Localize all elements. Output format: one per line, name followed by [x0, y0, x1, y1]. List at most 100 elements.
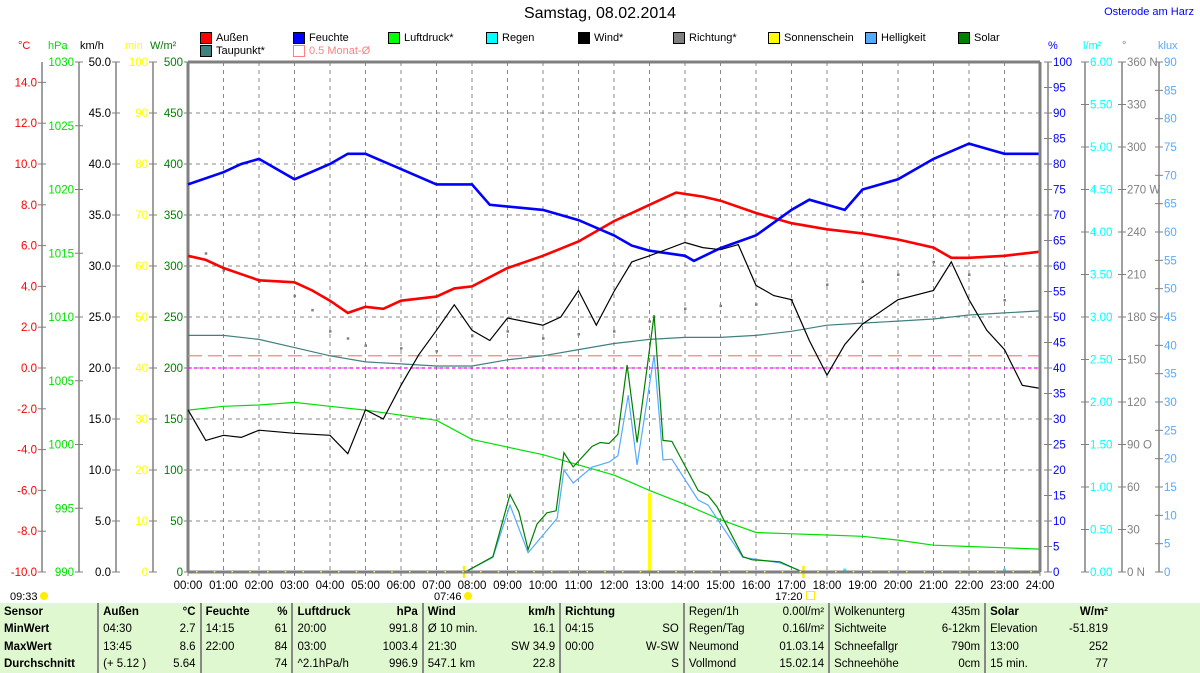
axis-tick-label: 2.0: [21, 322, 37, 334]
location-link[interactable]: Osterode am Harz: [1104, 6, 1194, 18]
axis-unit-hpa: hPa: [48, 40, 68, 52]
sun-dot: [586, 571, 588, 573]
axis-tick-label: 0: [177, 567, 183, 579]
axis-tick-label: 70: [135, 210, 148, 222]
series-point-richtung: [258, 280, 261, 284]
page-title: Samstag, 08.02.2014: [523, 5, 677, 22]
axis-tick-label: 0 N: [1127, 567, 1145, 579]
stats-row: Durchschnitt (+ 5.12 ) 5.64 74 ^2.1hPa/h 996.…: [0, 655, 1200, 673]
series-point-richtung: [293, 294, 296, 298]
axis-tick-label: 80: [1164, 114, 1177, 126]
sun-dot: [426, 571, 429, 573]
legend-label: Sonnenschein: [784, 32, 854, 44]
axis-tick-label: 990: [55, 567, 74, 579]
sun-dot: [835, 571, 837, 573]
stats-cell: 8.6: [162, 638, 202, 656]
stats-cell: 1003.4: [368, 638, 424, 656]
sun-dot: [941, 571, 943, 573]
axis-tick-label: -6.0: [17, 485, 37, 497]
sun-dot: [231, 571, 233, 573]
axis-tick-label: 0: [1053, 567, 1059, 579]
series-point-richtung: [329, 330, 332, 333]
axis-unit-pct: %: [1048, 40, 1058, 52]
axis-tick-label: 5.00: [1090, 142, 1112, 154]
axis-tick-label: 10.0: [15, 159, 37, 171]
stats-cell: Schneefallgr: [834, 640, 899, 653]
sun-dot: [639, 571, 642, 573]
stats-cell: [632, 603, 685, 621]
series-point-richtung: [364, 344, 367, 347]
stats-cell: SO: [632, 620, 685, 638]
axis-tick-label: 55: [1164, 255, 1177, 267]
axis-tick-label: 45: [1164, 312, 1177, 324]
axis-tick-label: 35: [1053, 389, 1066, 401]
series-line-luftdruck: [187, 401, 1041, 550]
sunset: 17:20: [775, 591, 815, 603]
sun-dot: [444, 571, 446, 573]
axis-tick-label: 85: [1164, 85, 1177, 97]
stats-row: MinWert 04:30 2.7 14:15 61 20:00 991.8 Ø 10 min…: [0, 620, 1200, 638]
x-tick-label: 09:00: [493, 580, 522, 592]
x-tick-label: 01:00: [209, 580, 238, 592]
stats-cell: °C: [162, 603, 202, 621]
legend-label: Wind*: [594, 32, 624, 44]
axis-tick-label: 10: [1164, 510, 1177, 522]
legend-swatch: [486, 32, 498, 44]
stats-cell: Außen: [103, 605, 139, 618]
axis-tick-label: 500: [164, 57, 183, 69]
legend-swatch: [200, 32, 212, 44]
x-tick-label: 21:00: [919, 580, 948, 592]
x-tick-label: 14:00: [671, 580, 700, 592]
legend-label: Helligkeit: [881, 32, 926, 44]
stats-cell: 61: [265, 620, 294, 638]
axis-tick-label: 6.0: [21, 241, 37, 253]
sunrise: 07:46: [434, 591, 472, 603]
series-line-feuchte: [187, 142, 1040, 263]
series-point-richtung: [187, 236, 190, 240]
axis-tick-label: 0.00: [1090, 567, 1112, 579]
legend-item: Solar: [958, 32, 1000, 44]
stats-cell: Sichtweite: [834, 623, 887, 636]
legend-item: Regen: [486, 32, 534, 44]
stats-cell: 22:00: [205, 640, 235, 653]
axis-tick-label: 3.00: [1090, 312, 1112, 324]
stats-cell: Feuchte: [205, 605, 250, 618]
stats-cell: -51.819: [1068, 623, 1108, 636]
axis-tick-label: 0: [1164, 567, 1170, 579]
series-point-richtung: [506, 330, 509, 333]
sun-dot: [551, 571, 553, 573]
legend-swatch: [578, 32, 590, 44]
axis-tick-label: 360 N: [1127, 57, 1158, 69]
axis-tick-label: 400: [164, 159, 183, 171]
sunrise-time: 07:46: [434, 591, 462, 603]
series-point-richtung: [755, 303, 758, 306]
stats-row: MaxWert 13:45 8.6 22:00 84 03:00 1003.4 21:30 SW…: [0, 638, 1200, 656]
axis-tick-label: 80: [135, 159, 148, 171]
axis-tick-label: 1025: [48, 121, 74, 133]
axis-tick-label: 1010: [48, 312, 74, 324]
x-tick-label: 24:00: [1026, 580, 1055, 592]
axis-tick-label: 14.0: [15, 77, 37, 89]
axis-tick-label: 4.0: [21, 281, 37, 293]
axis-tick-label: 4.50: [1090, 185, 1112, 197]
stats-cell: (+ 5.12 ): [103, 658, 147, 671]
axis-tick-label: 95: [1053, 83, 1066, 95]
legend-label: 0.5 Monat-Ø: [309, 45, 371, 57]
x-tick-label: 18:00: [813, 580, 842, 592]
axis-tick-label: 0.0: [95, 567, 111, 579]
axis-tick-label: 90: [1053, 108, 1066, 120]
axis-tick-label: 2.00: [1090, 397, 1112, 409]
axis-tick-label: 2.50: [1090, 355, 1112, 367]
series-point-richtung: [932, 260, 935, 264]
series-point-richtung: [1003, 299, 1006, 302]
stats-cell: 790m: [926, 638, 987, 656]
stats-cell: km/h: [494, 603, 562, 621]
stats-cell: 991.8: [368, 620, 424, 638]
axis-tick-label: 50.0: [89, 57, 111, 69]
legend-swatch: [200, 45, 212, 57]
stats-cell: 13:00: [990, 640, 1019, 653]
legend-swatch: [293, 45, 305, 57]
sun-dot: [1030, 571, 1032, 573]
axis-tick-label: 1020: [48, 185, 74, 197]
legend-swatch: [388, 32, 400, 44]
